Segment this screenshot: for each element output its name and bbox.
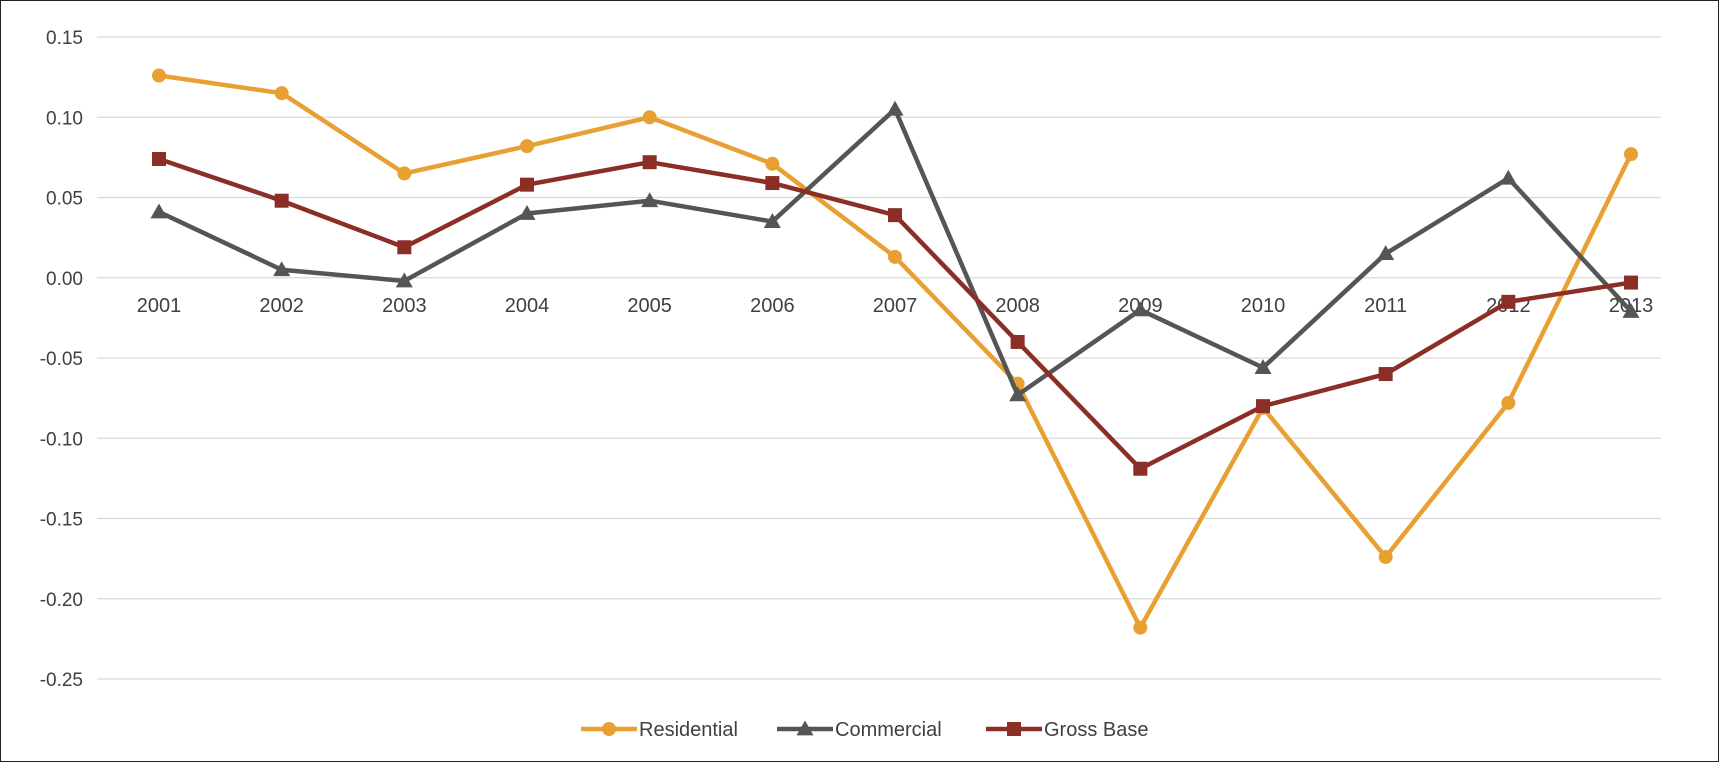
y-tick-label: -0.25 — [40, 670, 83, 691]
data-point — [888, 208, 902, 223]
y-tick-label: 0.15 — [46, 28, 83, 49]
gridlines — [97, 36, 1661, 680]
data-point — [1007, 722, 1021, 736]
legend: Residential Commercial Gross Base — [581, 719, 1148, 741]
data-point — [520, 139, 534, 154]
data-point — [796, 720, 814, 736]
x-tick-label: 2004 — [505, 295, 550, 317]
y-tick-label: 0.00 — [46, 269, 83, 290]
data-point — [1133, 461, 1148, 476]
data-point — [1377, 245, 1395, 261]
y-tick-label: 0.10 — [46, 108, 83, 129]
x-tick-label: 2008 — [995, 295, 1040, 317]
data-point — [763, 213, 781, 228]
data-point — [886, 100, 904, 116]
data-point — [1254, 359, 1272, 375]
data-point — [397, 240, 412, 255]
data-point — [642, 110, 657, 125]
y-tick-label: 0.05 — [46, 189, 83, 210]
data-point — [274, 86, 289, 101]
data-point — [274, 193, 289, 208]
data-point — [1378, 367, 1393, 382]
x-tick-label: 2003 — [382, 295, 427, 317]
x-tick-label: 2007 — [873, 295, 918, 317]
data-point — [518, 205, 536, 220]
data-point — [273, 261, 291, 277]
data-point — [1256, 399, 1270, 414]
x-tick-label: 2002 — [259, 295, 304, 317]
legend-item-gross-base: Gross Base — [986, 719, 1148, 741]
data-point — [1501, 294, 1516, 309]
data-point — [1010, 334, 1025, 349]
data-point — [520, 177, 534, 192]
legend-item-commercial: Commercial — [777, 719, 942, 741]
y-axis-ticks: 0.15 0.10 0.05 0.00 -0.05 -0.10 -0.15 -0.20 -0.2… — [40, 28, 83, 691]
x-tick-label: 2005 — [627, 295, 672, 317]
series-residential — [152, 68, 1638, 635]
y-tick-label: -0.05 — [40, 349, 83, 370]
data-point — [641, 192, 659, 208]
data-point — [642, 155, 657, 170]
data-point — [1499, 169, 1517, 185]
series-gross-base — [152, 151, 1638, 476]
data-point — [1622, 302, 1640, 318]
data-point — [765, 156, 780, 171]
legend-item-residential: Residential — [581, 719, 738, 741]
legend-label: Gross Base — [1044, 719, 1148, 741]
x-tick-label: 2006 — [750, 295, 795, 317]
data-point — [765, 176, 780, 191]
data-point — [1131, 301, 1149, 317]
legend-label: Commercial — [835, 719, 942, 741]
data-point — [150, 203, 168, 219]
x-tick-label: 2010 — [1241, 295, 1286, 317]
data-point — [888, 249, 902, 264]
x-tick-label: 2011 — [1364, 295, 1407, 317]
data-point — [1009, 386, 1027, 402]
data-point — [1378, 550, 1393, 565]
y-tick-label: -0.10 — [40, 429, 83, 450]
data-point — [1624, 147, 1638, 162]
series-layer — [150, 68, 1640, 635]
data-point — [397, 166, 412, 181]
data-point — [1501, 395, 1516, 410]
y-tick-label: -0.20 — [40, 590, 83, 611]
data-point — [1133, 620, 1148, 635]
data-point — [152, 68, 166, 83]
data-point — [152, 151, 166, 166]
series-commercial — [150, 100, 1640, 402]
data-point — [395, 272, 413, 288]
x-axis-ticks: 2001200220032004200520062007200820092010… — [137, 295, 1654, 317]
y-tick-label: -0.15 — [40, 510, 83, 531]
data-point — [602, 722, 616, 736]
legend-label: Residential — [639, 719, 738, 741]
x-tick-label: 2001 — [137, 295, 182, 317]
data-point — [1624, 275, 1638, 290]
series-line — [158, 73, 1634, 630]
